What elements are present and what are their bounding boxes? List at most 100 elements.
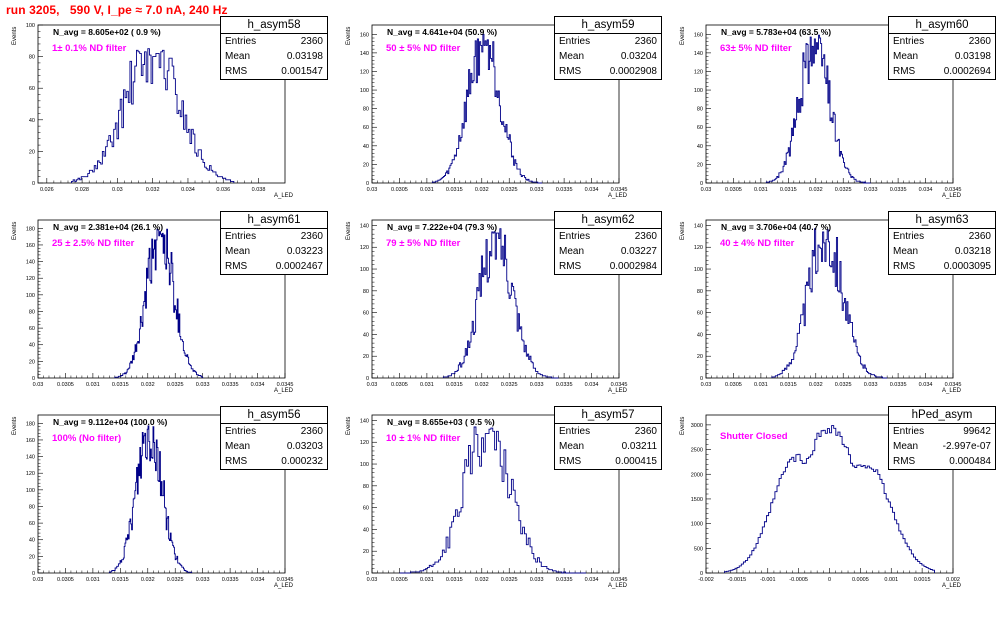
x-tick-label: 0.031	[420, 187, 434, 193]
y-tick-label: 0	[366, 571, 369, 577]
stats-value: 0.0003095	[943, 261, 991, 272]
stats-title: h_asym63	[889, 212, 995, 229]
stats-row: RMS 0.000232	[221, 454, 327, 469]
x-tick-label: 0.031	[86, 577, 100, 583]
y-tick-label: 80	[697, 289, 703, 295]
y-tick-label: 160	[26, 243, 35, 249]
x-tick-label: 0.032	[809, 382, 823, 388]
stats-row: Entries 2360	[889, 34, 995, 49]
stats-key: Entries	[225, 426, 257, 437]
y-tick-label: 0	[32, 181, 35, 187]
stats-row: RMS 0.0002984	[555, 259, 661, 274]
histogram-panel-h_asym59: 0.03 0.0305 0.031 0.0315 0.032 0.0325 0.033 0.0…	[334, 16, 664, 223]
stats-value: 0.03204	[620, 51, 657, 62]
x-tick-label: 0.03	[112, 187, 123, 193]
plot-frame	[37, 24, 286, 184]
x-tick-label: -0.001	[760, 577, 776, 583]
stats-box: h_asym63 Entries 2360 Mean 0.03218 RMS 0.00030…	[888, 211, 996, 275]
y-tick-label: 100	[360, 462, 369, 468]
y-tick-label: 160	[360, 32, 369, 38]
navg-label: N_avg = 8.655e+03 ( 9.5 %)	[387, 417, 495, 427]
y-tick-label: 20	[697, 354, 703, 360]
x-tick-label: 0.031	[86, 382, 100, 388]
histogram-panel-h_asym61: 0.03 0.0305 0.031 0.0315 0.032 0.0325 0.033 0.0…	[0, 211, 330, 418]
x-tick-label: 0.028	[75, 187, 89, 193]
stats-value: 2360	[968, 36, 991, 47]
x-tick-label: 0.033	[530, 382, 544, 388]
x-axis-label: A_LED	[608, 388, 628, 394]
y-tick-label: 120	[694, 245, 703, 251]
y-tick-label: 20	[29, 359, 35, 365]
x-tick-label: 0.0335	[556, 187, 573, 193]
x-tick-label: 0.0345	[611, 187, 628, 193]
stats-key: Mean	[893, 246, 919, 257]
stats-key: Entries	[225, 231, 257, 242]
x-tick-label: 0.03	[701, 187, 712, 193]
y-tick-label: 80	[363, 484, 369, 490]
stats-value: 2360	[634, 426, 657, 437]
y-tick-label: 500	[694, 546, 703, 552]
histogram-svg: 0.03 0.0305 0.031 0.0315 0.032 0.0325 0.033 0.0…	[694, 219, 961, 388]
histogram-line	[771, 228, 888, 379]
y-tick-label: 120	[360, 245, 369, 251]
histogram-svg: 0.03 0.0305 0.031 0.0315 0.032 0.0325 0.033 0.0…	[360, 24, 628, 193]
stats-key: Entries	[893, 231, 925, 242]
x-tick-label: 0.0315	[780, 382, 797, 388]
filter-label: 40 ± 4% ND filter	[720, 238, 795, 249]
stats-value: 0.000232	[281, 456, 323, 467]
stats-key: RMS	[225, 261, 248, 272]
stats-row: Entries 2360	[555, 229, 661, 244]
x-tick-label: 0.033	[530, 187, 544, 193]
stats-value: 0.0002908	[609, 66, 657, 77]
y-axis-label: Events	[680, 416, 686, 435]
y-tick-label: 60	[363, 311, 369, 317]
y-tick-label: 60	[363, 125, 369, 131]
stats-value: 0.03218	[954, 246, 991, 257]
x-tick-label: 0.034	[585, 187, 599, 193]
filter-label: 100% (No filter)	[52, 433, 122, 444]
x-tick-label: 0.0335	[890, 382, 907, 388]
y-tick-label: 40	[697, 144, 703, 150]
stats-key: Entries	[559, 231, 591, 242]
stats-key: RMS	[893, 261, 916, 272]
stats-value: 2360	[300, 36, 323, 47]
navg-label: N_avg = 8.605e+02 ( 0.9 %)	[53, 27, 161, 37]
x-tick-label: 0.0345	[611, 577, 628, 583]
stats-value: 0.03198	[286, 51, 323, 62]
histogram-panel-hPed_asym: -0.002 -0.0015 -0.001 -0.0005 0 0.0005 0.001 0.…	[668, 406, 996, 613]
stats-row: Mean 0.03211	[555, 439, 661, 454]
stats-value: -2.997e-07	[942, 441, 991, 452]
y-tick-label: 160	[26, 438, 35, 444]
x-tick-label: 0.033	[864, 187, 878, 193]
x-tick-label: 0.03	[33, 382, 44, 388]
stats-key: RMS	[559, 261, 582, 272]
stats-title: h_asym58	[221, 17, 327, 34]
x-axis-label: A_LED	[942, 388, 962, 394]
x-tick-label: 0.03	[367, 187, 378, 193]
y-tick-label: 0	[32, 571, 35, 577]
stats-key: RMS	[225, 66, 248, 77]
y-tick-label: 140	[360, 51, 369, 57]
x-tick-label: 0.0325	[167, 577, 184, 583]
y-tick-label: 40	[29, 343, 35, 349]
page-title: run 3205, 590 V, I_pe ≈ 7.0 nA, 240 Hz	[6, 3, 228, 17]
y-tick-label: 40	[363, 527, 369, 533]
x-tick-label: 0.0345	[277, 382, 294, 388]
stats-title: h_asym59	[555, 17, 661, 34]
x-tick-label: 0.034	[181, 187, 195, 193]
histogram-svg: 0.03 0.0305 0.031 0.0315 0.032 0.0325 0.033 0.0…	[360, 219, 627, 388]
y-tick-label: 0	[366, 376, 369, 382]
x-tick-label: 0.032	[475, 577, 489, 583]
histogram-panel-h_asym58: 0.026 0.028 0.03 0.032 0.034 0.036 0.038 0 20 40 6…	[0, 16, 330, 223]
x-tick-label: 0.0325	[501, 577, 518, 583]
stats-box: h_asym56 Entries 2360 Mean 0.03203 RMS 0.00023…	[220, 406, 328, 470]
y-tick-label: 80	[363, 289, 369, 295]
stats-row: Entries 2360	[889, 229, 995, 244]
stats-title: hPed_asym	[889, 407, 995, 424]
y-tick-label: 120	[694, 69, 703, 75]
x-tick-label: 0.0325	[835, 187, 852, 193]
stats-key: Entries	[893, 426, 925, 437]
x-tick-label: 0.033	[196, 577, 210, 583]
navg-label: N_avg = 7.222e+04 (79.3 %)	[387, 222, 498, 232]
x-tick-label: 0.0335	[222, 577, 239, 583]
